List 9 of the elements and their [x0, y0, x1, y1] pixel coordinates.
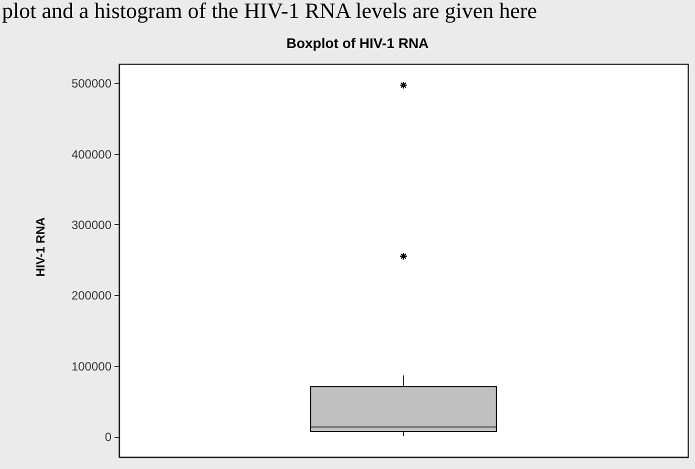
y-tick-label: 300000: [71, 218, 112, 232]
y-tick-label: 200000: [71, 288, 112, 303]
y-axis-title: HIV-1 RNA: [34, 216, 48, 277]
y-tick-label: 0: [104, 430, 112, 444]
y-tick-label: 500000: [71, 76, 112, 91]
y-tick-label: 400000: [71, 147, 112, 162]
y-tick-label: 100000: [71, 359, 112, 374]
text: plot and a histogram of the HIV-1 RNA levels are given here: [2, 0, 537, 23]
chart-title: Boxplot of HIV-1 RNA: [286, 35, 429, 51]
